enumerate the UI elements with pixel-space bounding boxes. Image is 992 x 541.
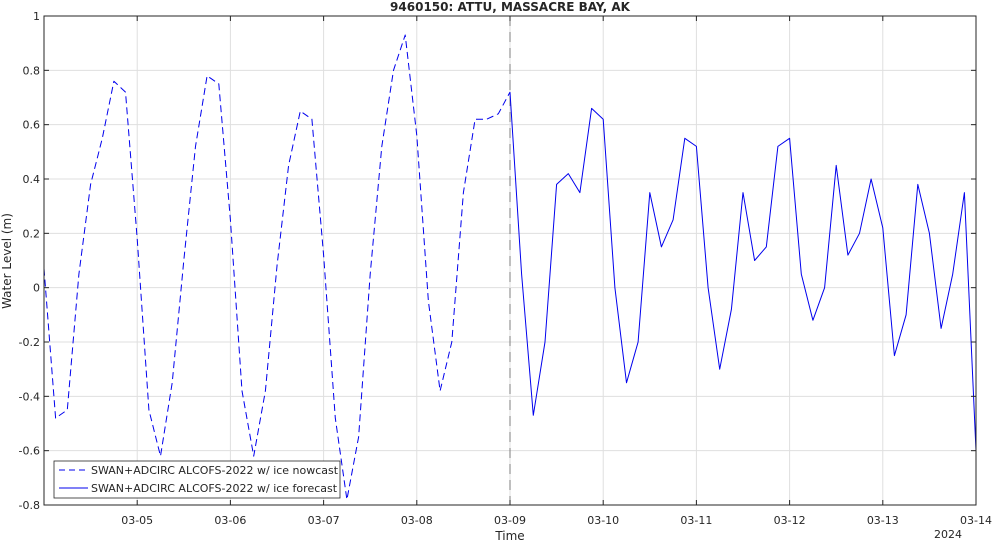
legend: SWAN+ADCIRC ALCOFS-2022 w/ ice nowcast S… [54,461,340,498]
y-tick-label: -0.6 [19,445,40,458]
x-tick-label: 03-05 [121,514,153,527]
x-tick-label: 03-06 [214,514,246,527]
chart-title: 9460150: ATTU, MASSACRE BAY, AK [390,0,631,14]
y-tick-label: 0.2 [23,227,41,240]
x-tick-label: 03-09 [494,514,526,527]
year-label: 2024 [934,528,962,541]
x-tick-label: 03-10 [587,514,619,527]
legend-forecast-label: SWAN+ADCIRC ALCOFS-2022 w/ ice forecast [91,482,338,495]
legend-nowcast-label: SWAN+ADCIRC ALCOFS-2022 w/ ice nowcast [91,464,339,477]
y-axis-label: Water Level (m) [0,213,14,309]
y-tick-label: 0.6 [23,119,41,132]
x-tick-label: 03-11 [680,514,712,527]
x-tick-label: 03-13 [867,514,899,527]
y-tick-label: -0.4 [19,390,40,403]
x-axis-label: Time [494,529,524,541]
y-tick-label: -0.8 [19,499,40,512]
y-tick-label: -0.2 [19,336,40,349]
y-tick-label: 0.4 [23,173,41,186]
y-tick-label: 1 [33,10,40,23]
x-tick-label: 03-12 [774,514,806,527]
x-tick-label: 03-07 [308,514,340,527]
y-tick-label: 0.8 [23,64,41,77]
x-tick-label: 03-14 [960,514,992,527]
y-tick-label: 0 [33,282,40,295]
x-tick-label: 03-08 [401,514,433,527]
